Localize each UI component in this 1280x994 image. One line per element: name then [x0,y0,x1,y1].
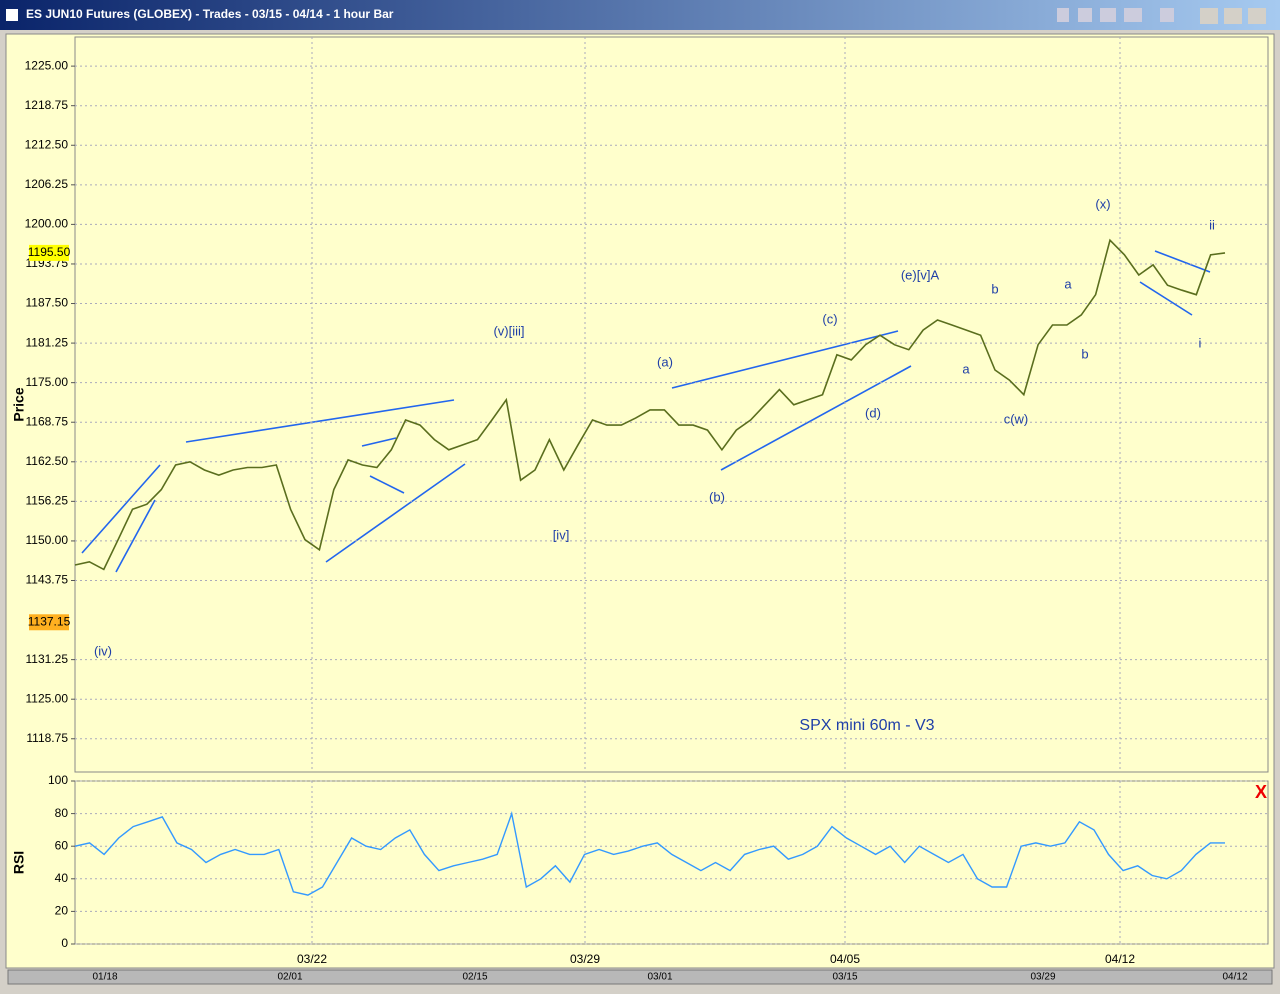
wave-label: (x) [1095,196,1110,211]
trendline [185,399,455,443]
price-marker-label: 1137.15 [28,614,71,628]
trendline [671,330,899,389]
wave-label: (v)[iii] [493,323,524,338]
maximize-button[interactable] [1224,8,1242,24]
help-button[interactable] [1078,8,1092,22]
wave-label: a [1064,276,1072,291]
window-title: ES JUN10 Futures (GLOBEX) - Trades - 03/… [26,7,394,21]
scrollbar-label: 03/15 [832,972,857,983]
y-tick-label: 1200.00 [25,217,69,231]
wave-label: i [1199,335,1202,350]
y-tick-label: 1181.25 [26,335,69,349]
minimize-button[interactable] [1200,8,1218,24]
rsi-line [74,810,1225,896]
y-tick-label: 1168.75 [26,414,69,428]
trendlines [81,250,1211,573]
y-tick-label: 1150.00 [26,533,69,547]
y-tick-label: 1175.00 [26,375,69,389]
wave-label: (e)[v]A [901,267,940,282]
trendline [369,475,405,494]
print-button[interactable] [1100,8,1116,22]
y-tick-label: 80 [55,806,69,820]
app-icon [6,9,18,21]
price-panel [74,36,1269,773]
y-tick-label: 1143.75 [26,573,69,587]
trendline [1154,250,1211,273]
y-tick-label: 40 [55,871,69,885]
scrollbar-label: 01/18 [92,972,117,983]
price-marker [29,614,69,631]
x-tick-label: 03/22 [297,952,327,966]
y-tick-label: 60 [55,838,69,852]
y-axis-label: Price [11,387,27,421]
y-tick-label: 1206.25 [25,177,69,191]
wave-label: (c) [822,311,837,326]
pin-button[interactable] [1057,8,1069,22]
trendline [115,499,156,573]
x-tick-label: 04/12 [1105,952,1135,966]
wave-label: (iv) [94,643,112,658]
trendline [1139,281,1193,316]
close-button[interactable] [1248,8,1266,24]
y-tick-label: 1131.25 [26,652,69,666]
y-tick-label: 1212.50 [25,137,69,151]
wave-label: [iv] [553,527,570,542]
y-tick-label: 1225.00 [25,58,69,72]
y-tick-label: 100 [48,773,68,787]
price-marker-label: 1195.50 [28,245,71,259]
layout-button[interactable] [1160,8,1174,22]
y-tick-label: 1156.25 [26,494,69,508]
close-indicator[interactable]: X [1255,782,1267,802]
trendline [325,463,466,563]
x-tick-label: 04/05 [830,952,860,966]
scrollbar-label: 02/01 [277,972,302,983]
trendline [361,437,397,447]
scrollbar-label: 04/12 [1222,972,1247,983]
y-tick-label: 1125.00 [26,691,69,705]
wave-label: a [962,361,970,376]
wave-label: b [1081,346,1088,361]
chart-note: SPX mini 60m - V3 [799,717,934,734]
scrollbar-label: 03/29 [1030,972,1055,983]
y-tick-label: 0 [61,936,68,950]
price-marker [29,244,69,261]
y-axis-label: RSI [11,851,27,874]
scrollbar[interactable] [7,969,1273,985]
toolbar [1057,8,1266,24]
wave-label: b [991,281,998,296]
wave-label: (b) [709,489,725,504]
price-line [74,238,1226,571]
tools-button[interactable] [1124,8,1142,22]
y-tick-label: 1162.50 [26,454,69,468]
x-tick-label: 03/29 [570,952,600,966]
wave-label: (a) [657,354,673,369]
y-tick-label: 1118.75 [26,731,68,745]
y-tick-label: 20 [55,904,69,918]
trendline [81,464,161,554]
trendline [720,365,912,471]
y-tick-label: 1218.75 [25,98,69,112]
wave-label: c(w) [1004,411,1029,426]
scrollbar-label: 02/15 [462,972,487,983]
y-tick-label: 1187.50 [26,296,69,310]
wave-label: ii [1209,217,1215,232]
scrollbar-label: 03/01 [647,972,672,983]
wave-label: (d) [865,405,881,420]
